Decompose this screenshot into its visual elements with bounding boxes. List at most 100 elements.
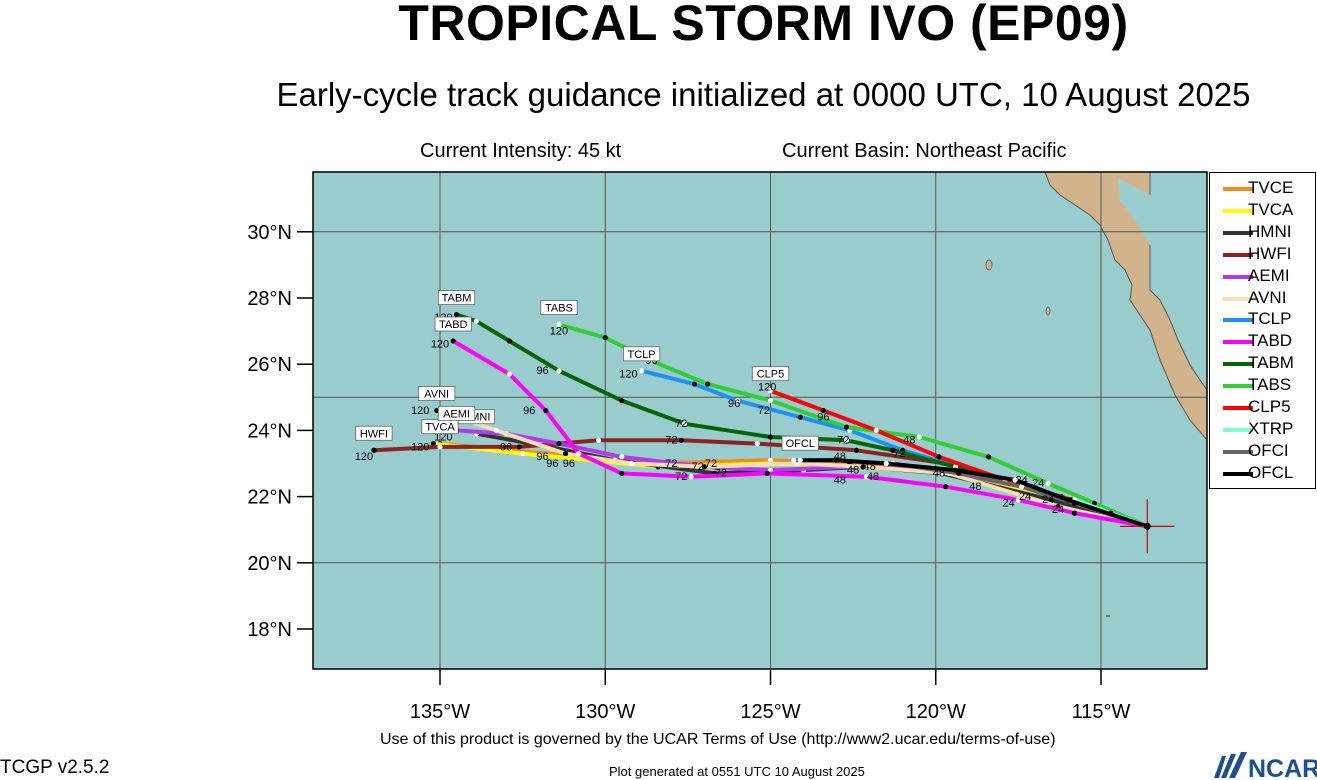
hour-label: 72 bbox=[837, 435, 849, 447]
track-point bbox=[754, 441, 760, 447]
track-avni bbox=[434, 408, 1150, 529]
legend-label: HMNI bbox=[1248, 221, 1292, 241]
svg-text:HWFI: HWFI bbox=[360, 428, 388, 440]
track-point bbox=[1071, 510, 1078, 516]
hour-label: 72 bbox=[675, 418, 687, 430]
svg-text:AEMI: AEMI bbox=[443, 408, 470, 420]
svg-text:OFCL: OFCL bbox=[786, 438, 815, 450]
hour-label: 24 bbox=[1032, 478, 1044, 490]
end-label-ofcl: OFCL bbox=[781, 435, 819, 451]
lat-tick-label: 30°N bbox=[247, 222, 292, 244]
track-point bbox=[556, 368, 562, 374]
track-point bbox=[602, 335, 608, 341]
track-point bbox=[853, 447, 860, 453]
hour-label: 48 bbox=[834, 474, 846, 486]
hour-label: 48 bbox=[933, 468, 945, 480]
hour-label: 48 bbox=[867, 471, 879, 483]
legend-swatch bbox=[1223, 296, 1253, 301]
hour-label: 24 bbox=[1019, 491, 1031, 503]
track-point bbox=[619, 470, 625, 477]
hour-label: 24 bbox=[1052, 504, 1064, 516]
svg-text:TABD: TABD bbox=[439, 319, 468, 331]
current-intensity: Current Intensity: 45 kt bbox=[420, 140, 622, 162]
lat-tick-label: 18°N bbox=[247, 619, 292, 641]
track-point bbox=[701, 464, 708, 470]
end-label-tabs: TABS bbox=[540, 300, 578, 315]
lat-tick-label: 20°N bbox=[247, 553, 292, 575]
hour-label: 96 bbox=[500, 441, 512, 453]
hour-label: 96 bbox=[728, 398, 740, 410]
hour-label: 24 bbox=[1002, 498, 1014, 510]
hour-label: 96 bbox=[536, 451, 548, 463]
legend-swatch bbox=[1223, 384, 1253, 389]
legend-item-hmni: HMNI bbox=[1210, 221, 1317, 243]
hour-label: 72 bbox=[675, 471, 687, 483]
track-point bbox=[430, 441, 436, 447]
legend-item-ofcl: OFCL bbox=[1210, 462, 1317, 484]
legend-swatch bbox=[1223, 208, 1253, 213]
storm-center bbox=[1143, 522, 1151, 530]
track-point bbox=[678, 437, 684, 443]
legend-swatch bbox=[1223, 471, 1253, 476]
track-point bbox=[639, 368, 645, 374]
track-point bbox=[556, 321, 562, 328]
track-point bbox=[764, 470, 770, 477]
version-label: TCGP v2.5.2 bbox=[0, 757, 110, 778]
track-point bbox=[1012, 477, 1018, 483]
hour-label: 120 bbox=[411, 441, 429, 453]
terms-of-use[interactable]: Use of this product is governed by the U… bbox=[380, 731, 1056, 748]
legend-item-ofci: OFCI bbox=[1210, 440, 1317, 462]
track-point bbox=[473, 318, 479, 324]
end-label-hwfi: HWFI bbox=[355, 425, 393, 441]
track-end-labels: TVCAHMNIHWFIAEMIAVNITCLPTABDTABMTABSCLP5… bbox=[355, 290, 819, 451]
hour-label: 24 bbox=[1016, 474, 1028, 486]
island bbox=[1045, 306, 1051, 316]
generated-time: Plot generated at 0551 UTC 10 August 202… bbox=[609, 764, 865, 779]
svg-text:AVNI: AVNI bbox=[424, 389, 449, 401]
end-label-tabd: TABD bbox=[434, 316, 472, 332]
track-point bbox=[767, 434, 774, 440]
legend-swatch bbox=[1223, 230, 1253, 235]
hour-label: 120 bbox=[411, 405, 429, 417]
lon-tick-label: 120°W bbox=[906, 701, 966, 723]
track-point bbox=[916, 434, 922, 440]
track-point bbox=[734, 398, 741, 404]
hour-label: 120 bbox=[619, 368, 637, 380]
gulf-water bbox=[1118, 178, 1207, 330]
ncar-logo[interactable]: NCAR bbox=[1212, 750, 1317, 780]
svg-text:TABS: TABS bbox=[545, 302, 573, 314]
hour-label: 96 bbox=[523, 405, 535, 417]
lon-tick-label: 115°W bbox=[1072, 701, 1131, 723]
legend-swatch bbox=[1223, 427, 1253, 432]
hour-label: 120 bbox=[550, 325, 568, 337]
legend-swatch bbox=[1223, 449, 1253, 454]
track-point bbox=[1015, 497, 1021, 503]
hour-label: 96 bbox=[536, 365, 548, 377]
hour-label: 120 bbox=[434, 431, 452, 443]
track-point bbox=[453, 311, 460, 318]
legend-label: TABM bbox=[1248, 353, 1294, 373]
chart-subtitle: Early-cycle track guidance initialized a… bbox=[276, 76, 1251, 113]
legend-label: OFCL bbox=[1248, 462, 1294, 482]
track-point bbox=[543, 407, 549, 414]
track-point bbox=[860, 464, 866, 470]
svg-text:CLP5: CLP5 bbox=[757, 369, 785, 381]
track-point bbox=[688, 474, 694, 480]
hour-label: 96 bbox=[546, 458, 558, 470]
hour-label: 48 bbox=[847, 464, 859, 476]
hour-label: 48 bbox=[969, 481, 981, 493]
lon-tick-label: 125°W bbox=[740, 701, 800, 723]
legend-item-hwfi: HWFI bbox=[1210, 243, 1317, 265]
hour-label: 72 bbox=[758, 405, 770, 417]
legend-item-xtrp: XTRP bbox=[1210, 418, 1317, 440]
track-point bbox=[1045, 480, 1051, 486]
track-point bbox=[936, 454, 942, 460]
hour-label: 120 bbox=[431, 339, 449, 351]
track-point bbox=[797, 414, 803, 420]
legend-item-tvce: TVCE bbox=[1210, 177, 1317, 199]
hour-label: 72 bbox=[715, 468, 727, 480]
legend-swatch bbox=[1223, 406, 1253, 410]
lat-tick-label: 22°N bbox=[247, 487, 292, 509]
legend-swatch bbox=[1223, 340, 1253, 345]
legend-item-tabm: TABM bbox=[1210, 352, 1317, 374]
